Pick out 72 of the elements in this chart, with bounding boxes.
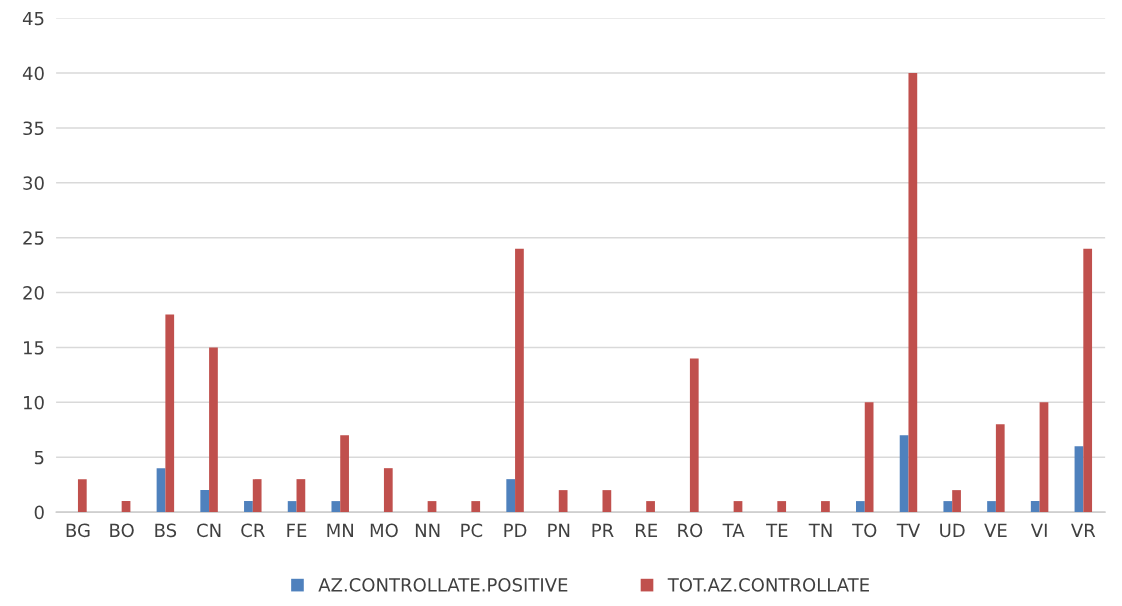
bar (689, 358, 699, 513)
y-tick-label: 5 (34, 450, 44, 465)
bar (244, 501, 253, 513)
x-tick-label: PN (548, 523, 570, 537)
x-tick-label: BS (155, 523, 177, 538)
bar (952, 490, 961, 513)
x-tick-label: MO (370, 523, 398, 538)
bar (1074, 446, 1084, 513)
bar (121, 501, 131, 513)
bar (899, 435, 909, 513)
bar (209, 347, 218, 513)
bar (558, 490, 568, 513)
y-tick-label: 40 (22, 66, 44, 81)
x-tick-label: TA (722, 523, 745, 537)
bar (646, 501, 655, 513)
bar (602, 490, 612, 513)
bar (777, 501, 787, 513)
y-tick-label: 15 (24, 341, 44, 355)
x-tick-label: PC (461, 523, 483, 538)
x-tick-label: BG (66, 523, 90, 538)
x-tick-label: TE (766, 523, 788, 537)
bar (77, 479, 87, 513)
y-tick-label: 35 (23, 121, 44, 136)
bar (987, 501, 996, 513)
x-tick-label: MN (327, 523, 353, 537)
bar (1039, 402, 1049, 513)
bar (908, 73, 918, 513)
x-tick-label: PR (592, 523, 614, 537)
bar (995, 424, 1005, 513)
x-tick-label: CN (197, 523, 221, 538)
bar (515, 248, 524, 513)
x-tick-label: FE (287, 523, 307, 537)
x-tick-label: UD (940, 523, 965, 538)
bar (340, 435, 349, 513)
x-tick-label: BO (110, 523, 134, 538)
x-tick-label: RO (678, 523, 703, 538)
legend-label: TOT.AZ.CONTROLLATE (667, 578, 869, 592)
y-tick-label: 30 (23, 176, 44, 190)
bar (821, 501, 830, 513)
bar (331, 501, 341, 513)
x-tick-label: RE (636, 523, 658, 537)
y-tick-label: 25 (23, 231, 44, 245)
bar (383, 468, 393, 513)
bar (856, 501, 865, 513)
x-tick-label: TN (808, 523, 832, 537)
y-tick-label: 20 (23, 286, 44, 300)
bar (733, 501, 743, 513)
bar (252, 479, 262, 513)
bar (165, 314, 175, 513)
x-tick-label: VE (984, 523, 1007, 537)
y-tick-label: 10 (24, 395, 44, 410)
bar (287, 501, 297, 513)
x-tick-label: TO (852, 523, 877, 538)
x-tick-label: PD (504, 523, 527, 537)
x-tick-label: TV (896, 523, 921, 537)
bar (471, 501, 481, 513)
x-tick-label: CR (241, 523, 265, 538)
x-tick-label: VR (1071, 523, 1096, 537)
bar (864, 402, 874, 513)
legend-label: AZ.CONTROLLATE.POSITIVE (318, 578, 568, 592)
x-tick-label: NN (415, 523, 440, 537)
bar (200, 490, 210, 513)
bar (427, 501, 437, 513)
bar (296, 479, 306, 513)
x-tick-label: VI (1030, 523, 1047, 537)
bar (1030, 501, 1040, 513)
bar (1083, 248, 1093, 513)
y-tick-label: 45 (22, 11, 44, 26)
y-tick-label: 0 (34, 505, 44, 520)
bar (943, 501, 953, 513)
bar (156, 468, 166, 513)
bar (506, 479, 516, 513)
